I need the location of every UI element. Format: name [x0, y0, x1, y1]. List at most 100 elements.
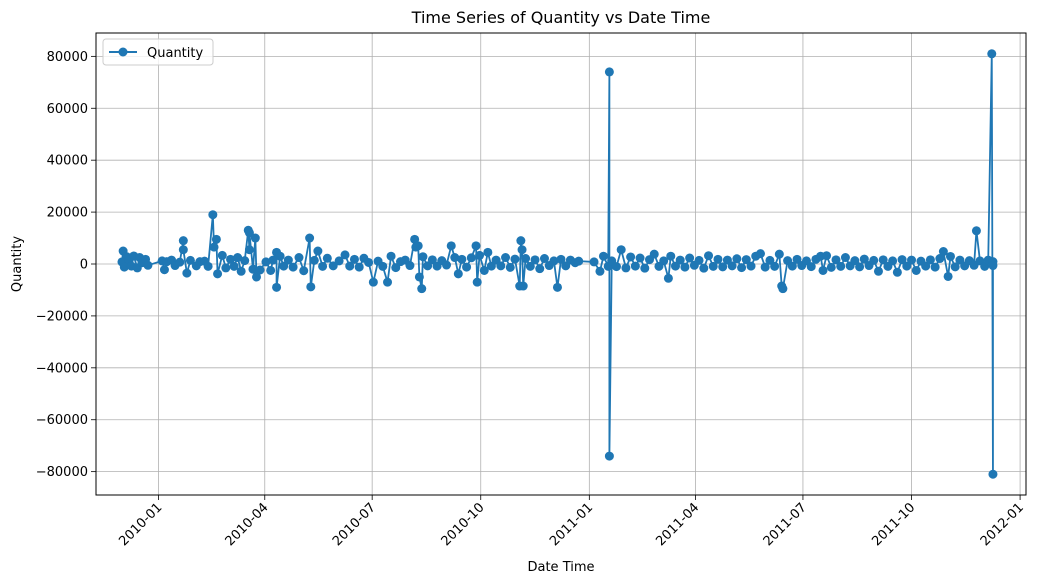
data-point	[272, 282, 282, 292]
data-point	[479, 265, 489, 275]
data-point	[950, 262, 960, 272]
data-point	[741, 255, 751, 265]
data-point	[806, 262, 816, 272]
data-point	[229, 261, 239, 271]
data-point	[266, 265, 276, 275]
y-tick-label: −20000	[36, 309, 88, 324]
data-point	[349, 254, 359, 264]
data-point	[378, 261, 388, 271]
data-point	[921, 261, 931, 271]
data-point	[530, 255, 540, 265]
data-point	[143, 260, 153, 270]
y-tick-label: −60000	[36, 413, 88, 428]
data-point	[244, 228, 254, 238]
data-point	[405, 261, 415, 271]
data-point	[354, 262, 364, 272]
data-point	[209, 242, 219, 252]
data-point	[471, 241, 481, 251]
data-point	[760, 262, 770, 272]
data-point	[897, 255, 907, 265]
data-point	[252, 272, 262, 282]
y-tick-label: 40000	[47, 154, 88, 169]
data-point	[226, 254, 236, 264]
data-point	[525, 261, 535, 271]
data-point	[589, 257, 599, 267]
data-point	[836, 261, 846, 271]
data-point	[309, 255, 319, 265]
data-point	[675, 255, 685, 265]
data-point	[685, 253, 695, 263]
data-point	[175, 257, 185, 267]
data-point	[250, 233, 260, 243]
data-point	[496, 261, 506, 271]
data-point	[446, 241, 456, 251]
data-point	[746, 261, 756, 271]
data-point	[442, 260, 452, 270]
data-point	[727, 261, 737, 271]
data-point	[475, 250, 485, 260]
data-point	[517, 245, 527, 255]
data-point	[943, 271, 953, 281]
data-point	[778, 284, 788, 294]
data-point	[288, 262, 298, 272]
data-point	[368, 277, 378, 287]
data-point	[649, 249, 659, 259]
data-point	[236, 266, 246, 276]
data-point	[938, 247, 948, 257]
data-point	[737, 263, 747, 273]
data-point	[659, 256, 669, 266]
data-point	[510, 254, 520, 264]
data-point	[826, 262, 836, 272]
data-point	[306, 282, 316, 292]
legend: Quantity	[102, 38, 214, 66]
data-point	[755, 249, 765, 259]
data-point	[457, 254, 467, 264]
data-point	[322, 253, 332, 263]
data-point	[595, 266, 605, 276]
data-point	[604, 451, 614, 461]
data-point	[774, 249, 784, 259]
data-point	[770, 261, 780, 271]
data-point	[718, 262, 728, 272]
data-point	[417, 284, 427, 294]
y-tick-label: 20000	[47, 206, 88, 221]
data-point	[178, 236, 188, 246]
data-point	[328, 261, 338, 271]
data-point	[930, 262, 940, 272]
data-point	[699, 263, 709, 273]
data-point	[240, 256, 250, 266]
data-point	[313, 246, 323, 256]
data-point	[516, 236, 526, 246]
data-point	[616, 245, 626, 255]
data-point	[466, 253, 476, 263]
data-point	[472, 277, 482, 287]
data-point	[663, 273, 673, 283]
data-point	[414, 272, 424, 282]
data-point	[213, 269, 223, 279]
chart-title: Time Series of Quantity vs Date Time	[411, 8, 711, 27]
data-point	[831, 255, 841, 265]
data-point	[888, 256, 898, 266]
data-point	[119, 262, 129, 272]
data-point	[340, 250, 350, 260]
data-point	[450, 253, 460, 263]
data-point	[345, 261, 355, 271]
data-point	[233, 253, 243, 263]
data-point	[907, 255, 917, 265]
data-point	[787, 261, 797, 271]
data-point	[556, 254, 566, 264]
data-point	[305, 233, 315, 243]
y-axis-ticks: −80000 −60000 −40000 −20000 0 20000 40000 60000…	[36, 50, 96, 480]
data-point	[483, 247, 493, 257]
data-point	[850, 256, 860, 266]
data-point	[945, 251, 955, 261]
data-point	[604, 67, 614, 77]
data-point	[713, 254, 723, 264]
data-point	[988, 261, 998, 271]
data-point	[621, 263, 631, 273]
data-point	[792, 254, 802, 264]
series-quantity	[117, 49, 998, 479]
data-point	[840, 253, 850, 263]
